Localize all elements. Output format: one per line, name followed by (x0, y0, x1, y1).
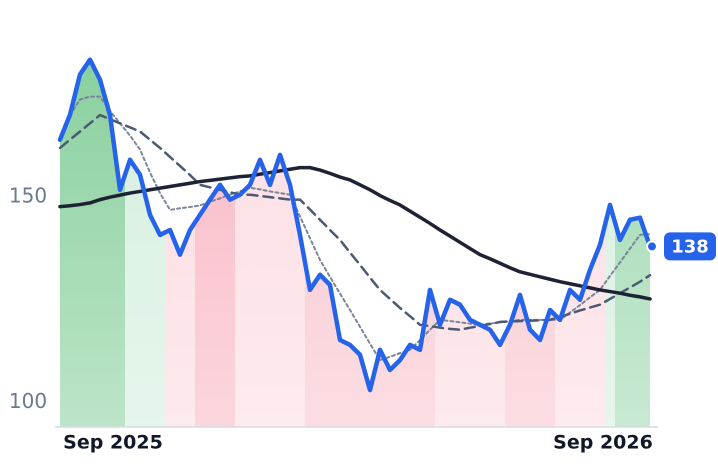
series-line (58, 165, 652, 301)
x-tick-label: Sep 2026 (553, 432, 653, 454)
regions (60, 59, 650, 427)
series-line (58, 113, 652, 331)
region-fade (60, 59, 650, 427)
series-line (57, 57, 653, 393)
value-badge (664, 232, 716, 261)
y-tick-label: 100 (9, 389, 47, 413)
y-tick-label: 150 (9, 184, 47, 208)
last-point (646, 240, 658, 253)
x-tick-label: Sep 2025 (63, 432, 163, 454)
lines (57, 57, 653, 393)
value-badge-label: 138 (671, 236, 709, 257)
